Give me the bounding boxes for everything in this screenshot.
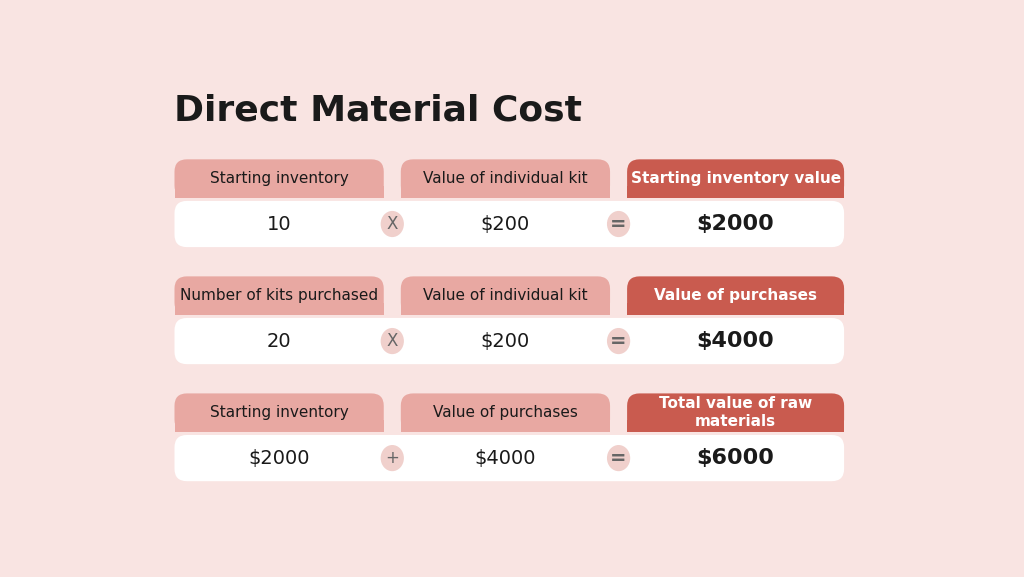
Text: 20: 20: [267, 332, 292, 351]
FancyBboxPatch shape: [400, 302, 610, 315]
FancyBboxPatch shape: [627, 302, 844, 315]
Text: $200: $200: [481, 332, 530, 351]
FancyBboxPatch shape: [174, 201, 844, 247]
Text: $2000: $2000: [696, 214, 774, 234]
Text: $6000: $6000: [696, 448, 774, 468]
FancyBboxPatch shape: [174, 419, 384, 432]
FancyBboxPatch shape: [400, 394, 610, 432]
Ellipse shape: [607, 211, 630, 237]
Text: X: X: [387, 332, 398, 350]
FancyBboxPatch shape: [174, 302, 384, 315]
FancyBboxPatch shape: [627, 186, 844, 198]
Text: 10: 10: [267, 215, 292, 234]
Text: Starting inventory value: Starting inventory value: [631, 171, 841, 186]
Ellipse shape: [381, 328, 403, 354]
Ellipse shape: [381, 445, 403, 471]
Text: X: X: [387, 215, 398, 233]
FancyBboxPatch shape: [174, 276, 384, 315]
FancyBboxPatch shape: [174, 394, 384, 432]
Text: Value of individual kit: Value of individual kit: [423, 171, 588, 186]
Text: $4000: $4000: [475, 448, 537, 467]
FancyBboxPatch shape: [174, 435, 844, 481]
FancyBboxPatch shape: [174, 318, 844, 364]
Text: Value of individual kit: Value of individual kit: [423, 288, 588, 303]
FancyBboxPatch shape: [627, 159, 844, 198]
Text: Direct Material Cost: Direct Material Cost: [174, 94, 583, 128]
Text: Number of kits purchased: Number of kits purchased: [180, 288, 378, 303]
Text: +: +: [385, 449, 399, 467]
Text: Value of purchases: Value of purchases: [654, 288, 817, 303]
Text: $200: $200: [481, 215, 530, 234]
FancyBboxPatch shape: [174, 186, 384, 198]
FancyBboxPatch shape: [627, 419, 844, 432]
Text: =: =: [610, 215, 627, 234]
FancyBboxPatch shape: [174, 159, 384, 198]
Text: =: =: [610, 332, 627, 351]
Text: Value of purchases: Value of purchases: [433, 405, 578, 420]
Text: Starting inventory: Starting inventory: [210, 171, 348, 186]
Ellipse shape: [381, 211, 403, 237]
FancyBboxPatch shape: [400, 276, 610, 315]
Text: $4000: $4000: [696, 331, 774, 351]
FancyBboxPatch shape: [400, 186, 610, 198]
Ellipse shape: [607, 445, 630, 471]
Ellipse shape: [607, 328, 630, 354]
Text: Total value of raw
materials: Total value of raw materials: [659, 396, 812, 429]
Text: Starting inventory: Starting inventory: [210, 405, 348, 420]
FancyBboxPatch shape: [400, 159, 610, 198]
FancyBboxPatch shape: [627, 276, 844, 315]
Text: $2000: $2000: [249, 448, 310, 467]
Text: =: =: [610, 448, 627, 467]
FancyBboxPatch shape: [400, 419, 610, 432]
FancyBboxPatch shape: [627, 394, 844, 432]
